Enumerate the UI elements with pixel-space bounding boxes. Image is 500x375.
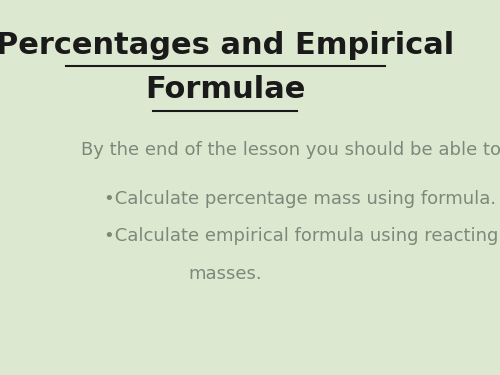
Text: Formulae: Formulae xyxy=(145,75,306,105)
Text: •Calculate percentage mass using formula.: •Calculate percentage mass using formula… xyxy=(104,190,496,208)
Text: Percentages and Empirical: Percentages and Empirical xyxy=(0,30,454,60)
Text: By the end of the lesson you should be able to:: By the end of the lesson you should be a… xyxy=(81,141,500,159)
Text: •Calculate empirical formula using reacting: •Calculate empirical formula using react… xyxy=(104,227,498,245)
Text: masses.: masses. xyxy=(188,265,262,283)
